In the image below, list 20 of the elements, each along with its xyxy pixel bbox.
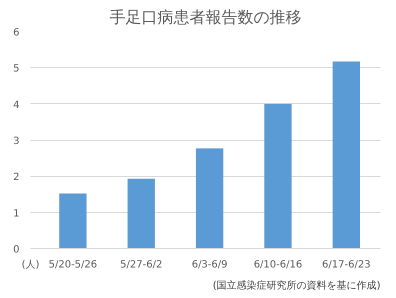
bar <box>196 148 224 248</box>
y-tick-label: 6 <box>13 28 20 38</box>
bar <box>264 104 292 248</box>
x-tick-label: 5/27-6/2 <box>120 260 162 270</box>
bar <box>59 194 87 248</box>
x-tick-label: 5/20-5/26 <box>48 260 98 270</box>
y-tick-label: 1 <box>13 208 20 220</box>
y-tick-label: 2 <box>13 172 20 184</box>
y-tick-label: 4 <box>13 100 20 111</box>
chart-title: 手足口病患者報告数の推移 <box>110 8 302 26</box>
x-tick-label: 6/3-6/9 <box>192 260 228 270</box>
x-tick-label: 6/17-6/23 <box>322 260 371 270</box>
text: (国立感染症研究所の資料を基に作成) <box>212 280 381 292</box>
bar <box>332 62 360 248</box>
y-tick-label: 5 <box>13 64 20 75</box>
bar <box>128 178 155 248</box>
y-tick-label: 3 <box>13 136 20 147</box>
x-tick-label: 6/10-6/16 <box>254 260 302 270</box>
text: (人) <box>22 260 40 270</box>
y-tick-label: 0 <box>13 244 20 256</box>
